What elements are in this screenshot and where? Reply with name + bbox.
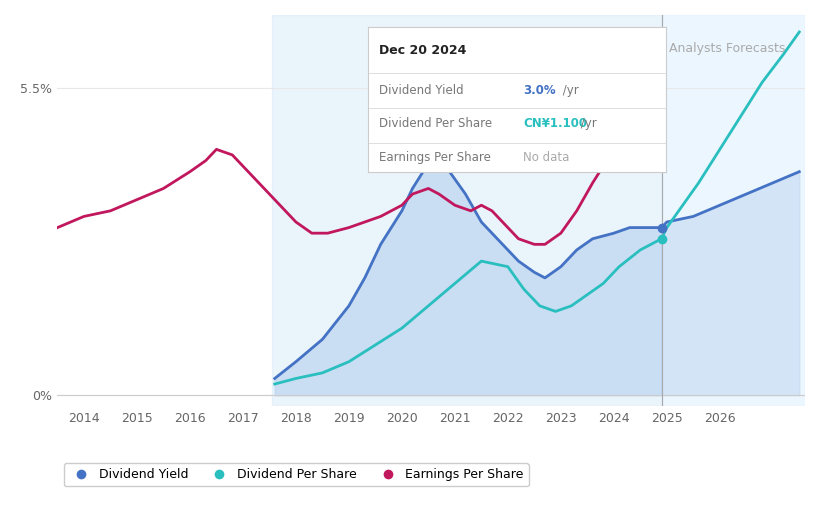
Legend: Dividend Yield, Dividend Per Share, Earnings Per Share: Dividend Yield, Dividend Per Share, Earn… <box>64 463 529 486</box>
Bar <box>272 15 662 406</box>
Text: Analysts Forecasts: Analysts Forecasts <box>669 42 786 55</box>
Bar <box>662 15 805 406</box>
Text: Past: Past <box>626 42 658 55</box>
